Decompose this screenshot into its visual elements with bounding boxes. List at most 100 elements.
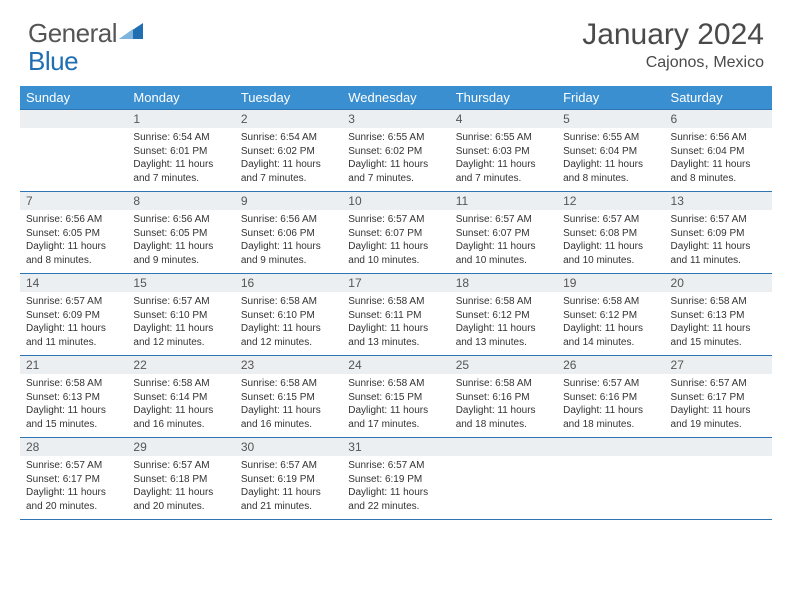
day-info-cell: Sunrise: 6:58 AMSunset: 6:13 PMDaylight:… xyxy=(665,292,772,356)
sunrise-text: Sunrise: 6:57 AM xyxy=(133,295,228,309)
daylight-text-1: Daylight: 11 hours xyxy=(133,404,228,418)
sunset-text: Sunset: 6:17 PM xyxy=(671,391,766,405)
day-number-cell: 23 xyxy=(235,356,342,375)
calendar-table: Sunday Monday Tuesday Wednesday Thursday… xyxy=(20,86,772,520)
daylight-text-2: and 17 minutes. xyxy=(348,418,443,432)
daylight-text-2: and 7 minutes. xyxy=(241,172,336,186)
day-number-cell xyxy=(557,438,664,457)
sunset-text: Sunset: 6:12 PM xyxy=(563,309,658,323)
daylight-text-2: and 8 minutes. xyxy=(671,172,766,186)
day-info-cell xyxy=(557,456,664,520)
day-number-cell xyxy=(665,438,772,457)
day-info-cell: Sunrise: 6:56 AMSunset: 6:05 PMDaylight:… xyxy=(127,210,234,274)
sunset-text: Sunset: 6:06 PM xyxy=(241,227,336,241)
daylight-text-2: and 9 minutes. xyxy=(133,254,228,268)
sunset-text: Sunset: 6:07 PM xyxy=(348,227,443,241)
daylight-text-2: and 15 minutes. xyxy=(26,418,121,432)
day-info-cell: Sunrise: 6:57 AMSunset: 6:16 PMDaylight:… xyxy=(557,374,664,438)
sunset-text: Sunset: 6:02 PM xyxy=(241,145,336,159)
sunrise-text: Sunrise: 6:58 AM xyxy=(241,377,336,391)
daylight-text-1: Daylight: 11 hours xyxy=(563,322,658,336)
day-number-cell: 30 xyxy=(235,438,342,457)
sunrise-text: Sunrise: 6:57 AM xyxy=(348,213,443,227)
daylight-text-1: Daylight: 11 hours xyxy=(348,240,443,254)
daylight-text-1: Daylight: 11 hours xyxy=(241,158,336,172)
day-info-cell: Sunrise: 6:57 AMSunset: 6:17 PMDaylight:… xyxy=(20,456,127,520)
sunset-text: Sunset: 6:10 PM xyxy=(133,309,228,323)
day-info-cell: Sunrise: 6:57 AMSunset: 6:07 PMDaylight:… xyxy=(450,210,557,274)
daylight-text-2: and 16 minutes. xyxy=(133,418,228,432)
sunrise-text: Sunrise: 6:58 AM xyxy=(133,377,228,391)
day-info-cell: Sunrise: 6:58 AMSunset: 6:16 PMDaylight:… xyxy=(450,374,557,438)
sunset-text: Sunset: 6:13 PM xyxy=(26,391,121,405)
daylight-text-1: Daylight: 11 hours xyxy=(241,486,336,500)
sunrise-text: Sunrise: 6:58 AM xyxy=(456,377,551,391)
day-number-cell: 1 xyxy=(127,110,234,129)
daylight-text-1: Daylight: 11 hours xyxy=(133,158,228,172)
day-info-cell: Sunrise: 6:58 AMSunset: 6:14 PMDaylight:… xyxy=(127,374,234,438)
day-info-cell: Sunrise: 6:58 AMSunset: 6:15 PMDaylight:… xyxy=(235,374,342,438)
daylight-text-1: Daylight: 11 hours xyxy=(563,240,658,254)
day-number-cell: 7 xyxy=(20,192,127,211)
day-info-cell: Sunrise: 6:58 AMSunset: 6:12 PMDaylight:… xyxy=(557,292,664,356)
day-number-cell xyxy=(450,438,557,457)
daylight-text-1: Daylight: 11 hours xyxy=(671,240,766,254)
day-info-cell: Sunrise: 6:56 AMSunset: 6:06 PMDaylight:… xyxy=(235,210,342,274)
day-number-cell: 18 xyxy=(450,274,557,293)
logo-text-2: Blue xyxy=(28,46,78,76)
daylight-text-2: and 10 minutes. xyxy=(563,254,658,268)
dow-sat: Saturday xyxy=(665,86,772,110)
day-info-cell: Sunrise: 6:57 AMSunset: 6:09 PMDaylight:… xyxy=(665,210,772,274)
header: General January 2024 Cajonos, Mexico xyxy=(0,0,792,80)
daylight-text-1: Daylight: 11 hours xyxy=(26,404,121,418)
sunset-text: Sunset: 6:17 PM xyxy=(26,473,121,487)
day-number-cell: 14 xyxy=(20,274,127,293)
week-info-row: Sunrise: 6:58 AMSunset: 6:13 PMDaylight:… xyxy=(20,374,772,438)
day-number-cell: 10 xyxy=(342,192,449,211)
sunrise-text: Sunrise: 6:58 AM xyxy=(456,295,551,309)
sunset-text: Sunset: 6:05 PM xyxy=(26,227,121,241)
day-info-cell: Sunrise: 6:57 AMSunset: 6:08 PMDaylight:… xyxy=(557,210,664,274)
sunrise-text: Sunrise: 6:57 AM xyxy=(563,377,658,391)
sunrise-text: Sunrise: 6:57 AM xyxy=(348,459,443,473)
sunrise-text: Sunrise: 6:57 AM xyxy=(563,213,658,227)
sunset-text: Sunset: 6:11 PM xyxy=(348,309,443,323)
day-info-cell: Sunrise: 6:57 AMSunset: 6:10 PMDaylight:… xyxy=(127,292,234,356)
logo: General xyxy=(28,18,147,49)
daylight-text-2: and 8 minutes. xyxy=(563,172,658,186)
day-info-cell: Sunrise: 6:58 AMSunset: 6:11 PMDaylight:… xyxy=(342,292,449,356)
sunset-text: Sunset: 6:16 PM xyxy=(456,391,551,405)
day-number-cell: 19 xyxy=(557,274,664,293)
logo-line2: Blue xyxy=(28,46,78,77)
day-number-cell: 16 xyxy=(235,274,342,293)
daylight-text-1: Daylight: 11 hours xyxy=(241,322,336,336)
day-number-cell: 6 xyxy=(665,110,772,129)
daylight-text-1: Daylight: 11 hours xyxy=(671,158,766,172)
daylight-text-1: Daylight: 11 hours xyxy=(563,158,658,172)
daylight-text-2: and 18 minutes. xyxy=(563,418,658,432)
week-daynum-row: 123456 xyxy=(20,110,772,129)
sunrise-text: Sunrise: 6:57 AM xyxy=(671,377,766,391)
sunset-text: Sunset: 6:09 PM xyxy=(671,227,766,241)
dow-tue: Tuesday xyxy=(235,86,342,110)
week-info-row: Sunrise: 6:57 AMSunset: 6:17 PMDaylight:… xyxy=(20,456,772,520)
daylight-text-2: and 13 minutes. xyxy=(456,336,551,350)
daylight-text-1: Daylight: 11 hours xyxy=(456,404,551,418)
sunrise-text: Sunrise: 6:58 AM xyxy=(348,295,443,309)
day-number-cell xyxy=(20,110,127,129)
daylight-text-1: Daylight: 11 hours xyxy=(348,158,443,172)
daylight-text-1: Daylight: 11 hours xyxy=(26,486,121,500)
sunset-text: Sunset: 6:03 PM xyxy=(456,145,551,159)
sunset-text: Sunset: 6:09 PM xyxy=(26,309,121,323)
day-number-cell: 2 xyxy=(235,110,342,129)
daylight-text-1: Daylight: 11 hours xyxy=(456,240,551,254)
day-number-cell: 31 xyxy=(342,438,449,457)
day-info-cell: Sunrise: 6:54 AMSunset: 6:01 PMDaylight:… xyxy=(127,128,234,192)
sunset-text: Sunset: 6:01 PM xyxy=(133,145,228,159)
daylight-text-1: Daylight: 11 hours xyxy=(133,322,228,336)
daylight-text-1: Daylight: 11 hours xyxy=(456,322,551,336)
day-info-cell: Sunrise: 6:55 AMSunset: 6:04 PMDaylight:… xyxy=(557,128,664,192)
title-block: January 2024 Cajonos, Mexico xyxy=(582,18,764,72)
sunset-text: Sunset: 6:15 PM xyxy=(241,391,336,405)
sunset-text: Sunset: 6:14 PM xyxy=(133,391,228,405)
